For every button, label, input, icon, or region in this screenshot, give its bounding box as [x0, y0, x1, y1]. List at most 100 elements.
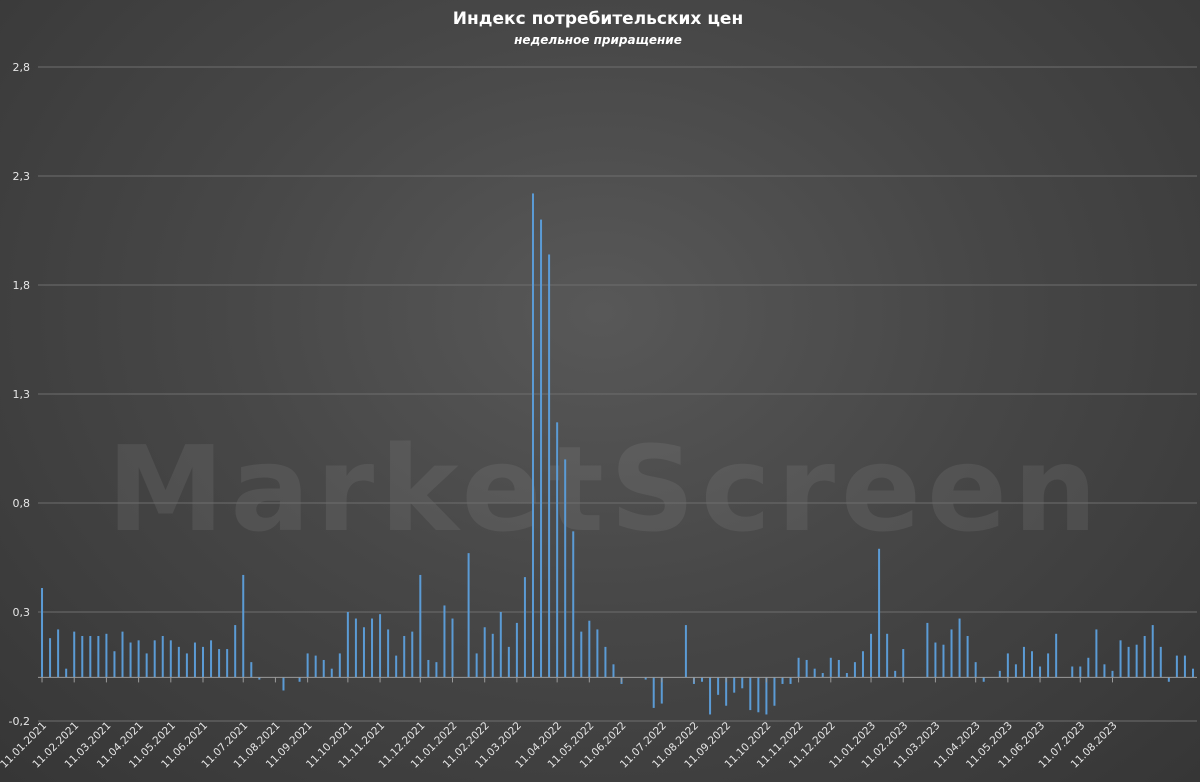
bar — [419, 574, 422, 678]
bar — [467, 553, 470, 678]
bar — [395, 655, 398, 678]
bar — [515, 622, 518, 678]
bar — [861, 651, 864, 678]
bar — [161, 635, 164, 678]
bar — [749, 677, 752, 711]
bar — [322, 659, 325, 678]
bar — [282, 677, 285, 691]
bar — [65, 668, 68, 678]
bar — [250, 662, 253, 678]
bar — [596, 629, 599, 678]
bar — [1087, 657, 1090, 678]
bar — [121, 631, 124, 678]
bar — [330, 668, 333, 678]
watermark-text: MarketScreen — [107, 420, 1103, 558]
bar — [306, 653, 309, 678]
bar — [1135, 644, 1138, 678]
bar — [113, 651, 116, 678]
bar — [1039, 666, 1042, 678]
bar — [346, 612, 349, 678]
bar — [354, 618, 357, 678]
bar — [853, 662, 856, 678]
bar — [982, 677, 985, 682]
bar — [1103, 664, 1106, 678]
bar — [387, 629, 390, 678]
y-tick-label: 1,3 — [13, 388, 31, 401]
bar — [684, 625, 687, 678]
bar — [507, 646, 510, 678]
bar — [902, 649, 905, 678]
bar — [129, 642, 132, 678]
bar — [717, 677, 720, 695]
bar — [709, 677, 712, 715]
bar — [499, 612, 502, 678]
bar — [1055, 633, 1058, 678]
bar — [612, 664, 615, 678]
bar — [1071, 666, 1074, 678]
bar — [435, 662, 438, 678]
bar — [1119, 640, 1122, 678]
bar — [210, 640, 213, 678]
y-tick-label: 2,8 — [13, 61, 31, 74]
bar — [1143, 635, 1146, 678]
bar — [733, 677, 736, 693]
bar — [886, 633, 889, 678]
bar — [540, 219, 543, 678]
bar — [966, 635, 969, 678]
bar — [242, 574, 245, 678]
bar — [998, 670, 1001, 678]
bar — [837, 659, 840, 678]
bar — [805, 659, 808, 678]
bar — [73, 631, 76, 678]
bar — [443, 605, 446, 678]
bar — [572, 531, 575, 678]
y-tick-label: 0,3 — [13, 606, 31, 619]
bar — [234, 625, 237, 678]
bar — [483, 627, 486, 678]
bar — [427, 659, 430, 678]
bar — [145, 653, 148, 678]
bar — [1191, 668, 1194, 678]
bar — [813, 668, 816, 678]
gridlines — [38, 66, 1197, 722]
bar — [1079, 666, 1082, 678]
bar — [781, 677, 784, 684]
bar — [701, 677, 704, 682]
bar — [226, 649, 229, 678]
chart-subtitle: недельное приращение — [514, 33, 682, 47]
bar — [974, 662, 977, 678]
bar — [451, 618, 454, 678]
bar — [1031, 651, 1033, 678]
x-axis-tick-labels: 11.01.202111.02.202111.03.202111.04.2021… — [0, 677, 1120, 771]
bar — [362, 627, 365, 678]
chart-title: Индекс потребительских цен — [453, 9, 743, 29]
bar — [1183, 655, 1186, 678]
bar — [1014, 664, 1017, 678]
bar — [338, 653, 341, 678]
bar — [588, 620, 591, 678]
bar — [97, 635, 100, 678]
bar — [153, 640, 156, 678]
bar — [403, 635, 406, 678]
y-tick-label: 0,8 — [13, 497, 31, 510]
bar — [81, 635, 84, 678]
bar — [821, 673, 824, 678]
bar — [218, 649, 221, 678]
bar — [958, 618, 961, 678]
bar — [531, 193, 534, 678]
bar — [371, 618, 374, 678]
bar — [169, 640, 172, 678]
bar — [314, 655, 317, 678]
bar — [548, 254, 551, 678]
bar — [757, 677, 760, 713]
bar — [258, 677, 261, 680]
bar — [193, 642, 196, 678]
bar — [1175, 655, 1178, 678]
bar — [556, 422, 559, 678]
bar — [797, 657, 800, 678]
bar — [137, 640, 140, 678]
bar — [644, 677, 647, 680]
bar — [845, 673, 848, 678]
bar — [41, 588, 44, 678]
